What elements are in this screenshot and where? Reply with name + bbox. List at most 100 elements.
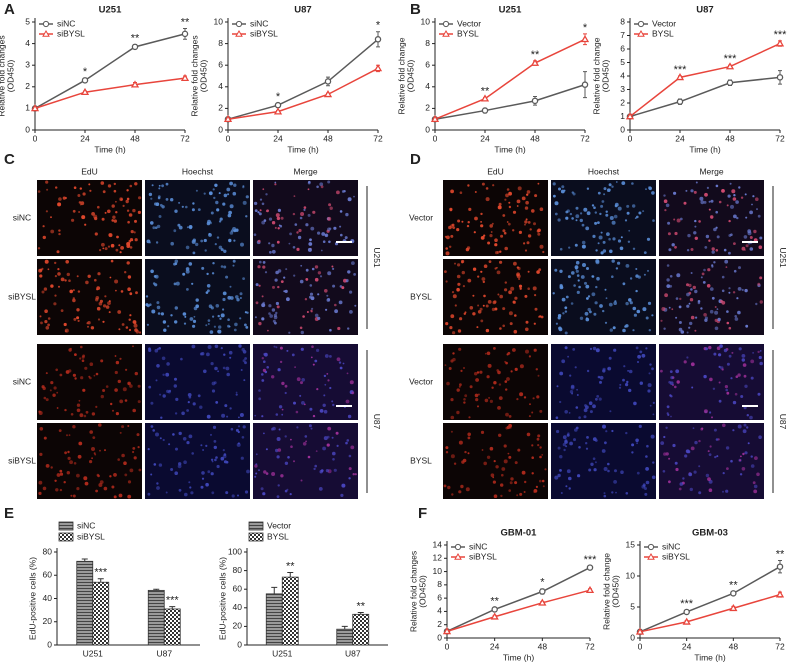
column-header: Hoechst: [182, 166, 214, 176]
cell-nucleus: [235, 393, 238, 396]
cell-nucleus: [458, 347, 462, 351]
cell-nucleus: [259, 209, 262, 212]
legend-label: siNC: [57, 18, 75, 28]
cell-nucleus: [719, 344, 723, 348]
cell-nucleus: [468, 416, 471, 419]
cell-nucleus: [328, 240, 331, 244]
cell-nucleus: [52, 393, 56, 397]
cell-nucleus: [195, 242, 199, 247]
data-point: [480, 94, 490, 102]
cell-nucleus: [586, 267, 589, 270]
cell-nucleus: [477, 275, 480, 278]
cell-nucleus: [265, 472, 269, 475]
cell-nucleus: [456, 274, 461, 279]
cell-nucleus: [78, 399, 81, 402]
cell-nucleus: [293, 460, 295, 463]
cell-nucleus: [519, 364, 524, 369]
cell-nucleus: [218, 325, 222, 329]
cell-nucleus: [323, 436, 328, 441]
cell-nucleus: [324, 354, 329, 358]
cell-nucleus: [302, 315, 305, 318]
x-tick-label: 24: [480, 133, 490, 143]
cell-nucleus: [668, 457, 671, 460]
cell-nucleus: [647, 389, 651, 393]
cell-nucleus: [758, 435, 762, 440]
row-label: BYSL: [410, 455, 432, 465]
y-axis-label: (OD450): [405, 60, 415, 93]
cell-nucleus: [79, 203, 82, 206]
cell-nucleus: [609, 328, 613, 332]
cell-nucleus: [565, 216, 569, 220]
y-axis-label: (OD450): [600, 60, 610, 93]
cell-nucleus: [93, 452, 96, 455]
cell-nucleus: [326, 373, 329, 375]
cell-nucleus: [271, 375, 275, 379]
cell-nucleus: [618, 386, 622, 389]
cell-nucleus: [578, 285, 581, 289]
cell-nucleus: [516, 199, 521, 204]
cell-nucleus: [296, 231, 299, 234]
y-axis-label: EdU-positive cells (%): [27, 557, 37, 640]
cell-nucleus: [53, 386, 57, 390]
cell-nucleus: [535, 485, 539, 488]
cell-nucleus: [502, 214, 506, 217]
cell-nucleus: [309, 407, 313, 411]
cell-nucleus: [668, 248, 672, 252]
cell-nucleus: [277, 208, 281, 212]
cell-nucleus: [162, 394, 166, 398]
cell-nucleus: [214, 243, 217, 246]
legend-label: siBYSL: [469, 551, 497, 561]
cell-nucleus: [593, 206, 596, 209]
legend-marker: [235, 20, 243, 28]
cell-nucleus: [578, 416, 581, 419]
cell-nucleus: [565, 295, 569, 299]
cell-nucleus: [178, 488, 182, 492]
cell-nucleus: [314, 265, 319, 269]
micrograph: [551, 423, 656, 499]
cell-nucleus: [626, 211, 630, 215]
cell-nucleus: [154, 202, 158, 206]
cell-nucleus: [206, 414, 211, 419]
cell-nucleus: [475, 378, 479, 382]
cell-nucleus: [272, 285, 275, 289]
cell-nucleus: [480, 224, 484, 228]
cell-nucleus: [621, 181, 626, 186]
cell-nucleus: [713, 352, 717, 356]
cell-nucleus: [714, 310, 719, 315]
cell-nucleus: [737, 287, 742, 291]
cell-nucleus: [599, 212, 602, 216]
cell-nucleus: [137, 384, 141, 388]
cell-nucleus: [63, 481, 66, 484]
cell-nucleus: [207, 319, 211, 322]
cell-nucleus: [576, 274, 580, 277]
cell-nucleus: [628, 298, 632, 302]
cell-nucleus: [597, 191, 601, 195]
cell-nucleus: [651, 314, 654, 317]
cell-nucleus: [742, 452, 745, 456]
cell-nucleus: [690, 446, 695, 451]
cell-nucleus: [755, 197, 759, 201]
cell-nucleus: [331, 436, 334, 439]
cell-nucleus: [323, 409, 328, 414]
cell-nucleus: [561, 297, 566, 302]
cell-nucleus: [752, 195, 755, 198]
cell-nucleus: [703, 374, 707, 379]
cell-nucleus: [635, 268, 638, 270]
cell-nucleus: [499, 250, 502, 253]
cell-nucleus: [714, 455, 717, 459]
cell-nucleus: [238, 344, 242, 348]
significance-label: **: [356, 600, 365, 612]
cell-nucleus: [124, 271, 127, 274]
cell-nucleus: [276, 216, 281, 221]
cell-nucleus: [512, 229, 515, 232]
cell-nucleus: [538, 268, 542, 271]
cell-nucleus: [127, 382, 130, 385]
cell-nucleus: [265, 448, 268, 451]
series-line: [639, 566, 781, 633]
cell-nucleus: [317, 231, 321, 235]
cell-nucleus: [284, 289, 288, 293]
cell-nucleus: [182, 312, 187, 316]
cell-nucleus: [554, 212, 558, 216]
series-line: [227, 38, 379, 120]
cell-nucleus: [564, 439, 568, 443]
